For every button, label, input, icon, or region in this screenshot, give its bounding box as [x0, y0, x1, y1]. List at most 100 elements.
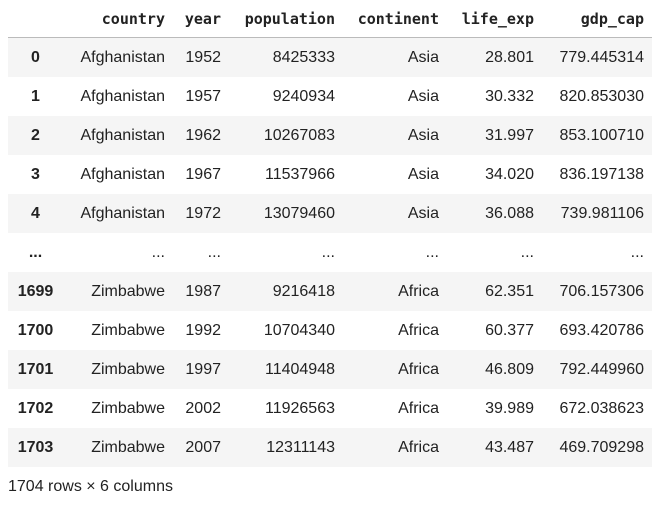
cell: ...	[425, 243, 439, 261]
cell: ...	[151, 243, 165, 261]
table-row: 1700 Zimbabwe 1992 10704340 Africa 60.377 693.…	[8, 311, 652, 350]
row-index: 4	[8, 194, 63, 233]
column-header: life_exp	[447, 0, 542, 38]
cell: 12311143	[229, 428, 343, 467]
cell: Asia	[343, 37, 447, 77]
cell: 28.801	[447, 37, 542, 77]
cell: 62.351	[447, 272, 542, 311]
cell: Asia	[407, 165, 439, 183]
cell: Afghanistan	[63, 116, 173, 155]
column-header: year	[173, 0, 229, 38]
cell: 792.449960	[542, 350, 652, 389]
cell: 13079460	[229, 194, 343, 233]
header-row: country year population continent life_exp gd…	[8, 0, 652, 38]
column-header: population	[229, 0, 343, 38]
cell: 34.020	[485, 165, 534, 183]
cell: Zimbabwe	[91, 321, 165, 339]
cell: 36.088	[447, 194, 542, 233]
row-index: 1701	[8, 350, 63, 389]
cell: 9216418	[229, 272, 343, 311]
row-index: 1702	[17, 399, 54, 417]
cell: 739.981106	[542, 194, 652, 233]
row-index: 2	[8, 116, 63, 155]
table-row: 1703 Zimbabwe 2007 12311143 Africa 43.487 469.…	[8, 428, 652, 467]
cell: 1967	[185, 165, 221, 183]
table-row: .....................	[8, 233, 652, 272]
cell: 9240934	[272, 87, 335, 105]
cell: 1987	[173, 272, 229, 311]
cell: 2007	[173, 428, 229, 467]
cell: Afghanistan	[63, 37, 173, 77]
dataframe-table: country year population continent life_exp gd…	[8, 0, 652, 467]
row-index: 1699	[8, 272, 63, 311]
row-index: ...	[28, 243, 43, 261]
cell: 46.809	[447, 350, 542, 389]
table-body: 0 Afghanistan 1952 8425333 Asia 28.801 779.445…	[8, 37, 652, 467]
cell: Africa	[398, 399, 439, 417]
cell: 1992	[185, 321, 221, 339]
cell: Zimbabwe	[91, 399, 165, 417]
cell: Asia	[343, 116, 447, 155]
cell: 706.157306	[542, 272, 652, 311]
cell: 10267083	[229, 116, 343, 155]
cell: 779.445314	[542, 37, 652, 77]
cell: 1957	[185, 87, 221, 105]
cell: Afghanistan	[80, 165, 165, 183]
cell: Zimbabwe	[63, 272, 173, 311]
column-header: continent	[343, 0, 447, 38]
cell: 1962	[173, 116, 229, 155]
cell: ...	[207, 243, 221, 261]
cell: 469.709298	[542, 428, 652, 467]
table-row: 2 Afghanistan 1962 10267083 Asia 31.997 853.10…	[8, 116, 652, 155]
table-row: 0 Afghanistan 1952 8425333 Asia 28.801 779.445…	[8, 37, 652, 77]
cell: 1952	[173, 37, 229, 77]
table-row: 1699 Zimbabwe 1987 9216418 Africa 62.351 706.1…	[8, 272, 652, 311]
cell: Afghanistan	[80, 87, 165, 105]
table-row: 4 Afghanistan 1972 13079460 Asia 36.088 739.98…	[8, 194, 652, 233]
row-index: 1700	[17, 321, 54, 339]
cell: Asia	[407, 87, 439, 105]
row-index: 0	[8, 37, 63, 77]
row-index: 3	[31, 165, 40, 183]
cell: 853.100710	[542, 116, 652, 155]
cell: ...	[520, 243, 534, 261]
cell: Africa	[343, 272, 447, 311]
cell: 8425333	[229, 37, 343, 77]
cell: 11404948	[229, 350, 343, 389]
cell: 1972	[173, 194, 229, 233]
cell: ...	[630, 243, 644, 261]
cell: 672.038623	[559, 399, 644, 417]
cell: Africa	[343, 350, 447, 389]
cell: 1997	[173, 350, 229, 389]
row-index: 1	[31, 87, 40, 105]
cell: 30.332	[485, 87, 534, 105]
cell: Zimbabwe	[63, 350, 173, 389]
table-row: 1 Afghanistan 1957 9240934 Asia 30.332 820.853…	[8, 77, 652, 116]
cell: 43.487	[447, 428, 542, 467]
cell: 10704340	[263, 321, 335, 339]
cell: Zimbabwe	[63, 428, 173, 467]
cell: 60.377	[485, 321, 534, 339]
shape-summary: 1704 rows × 6 columns	[8, 478, 173, 495]
cell: 39.989	[485, 399, 534, 417]
cell: 836.197138	[559, 165, 644, 183]
cell: 820.853030	[559, 87, 644, 105]
cell: 2002	[185, 399, 221, 417]
table-row: 3 Afghanistan 1967 11537966 Asia 34.020 836.19…	[8, 155, 652, 194]
table-row: 1701 Zimbabwe 1997 11404948 Africa 46.809 792.…	[8, 350, 652, 389]
table-row: 1702 Zimbabwe 2002 11926563 Africa 39.989 672.…	[8, 389, 652, 428]
cell: 11926563	[265, 399, 335, 417]
column-header: gdp_cap	[542, 0, 652, 38]
column-header: country	[63, 0, 173, 38]
cell: Africa	[398, 321, 439, 339]
cell: 11537966	[265, 165, 335, 183]
cell: Afghanistan	[63, 194, 173, 233]
cell: 31.997	[447, 116, 542, 155]
cell: ...	[321, 243, 335, 261]
cell: Africa	[343, 428, 447, 467]
row-index: 1703	[8, 428, 63, 467]
cell: 693.420786	[559, 321, 644, 339]
index-header	[8, 0, 63, 38]
cell: Asia	[343, 194, 447, 233]
